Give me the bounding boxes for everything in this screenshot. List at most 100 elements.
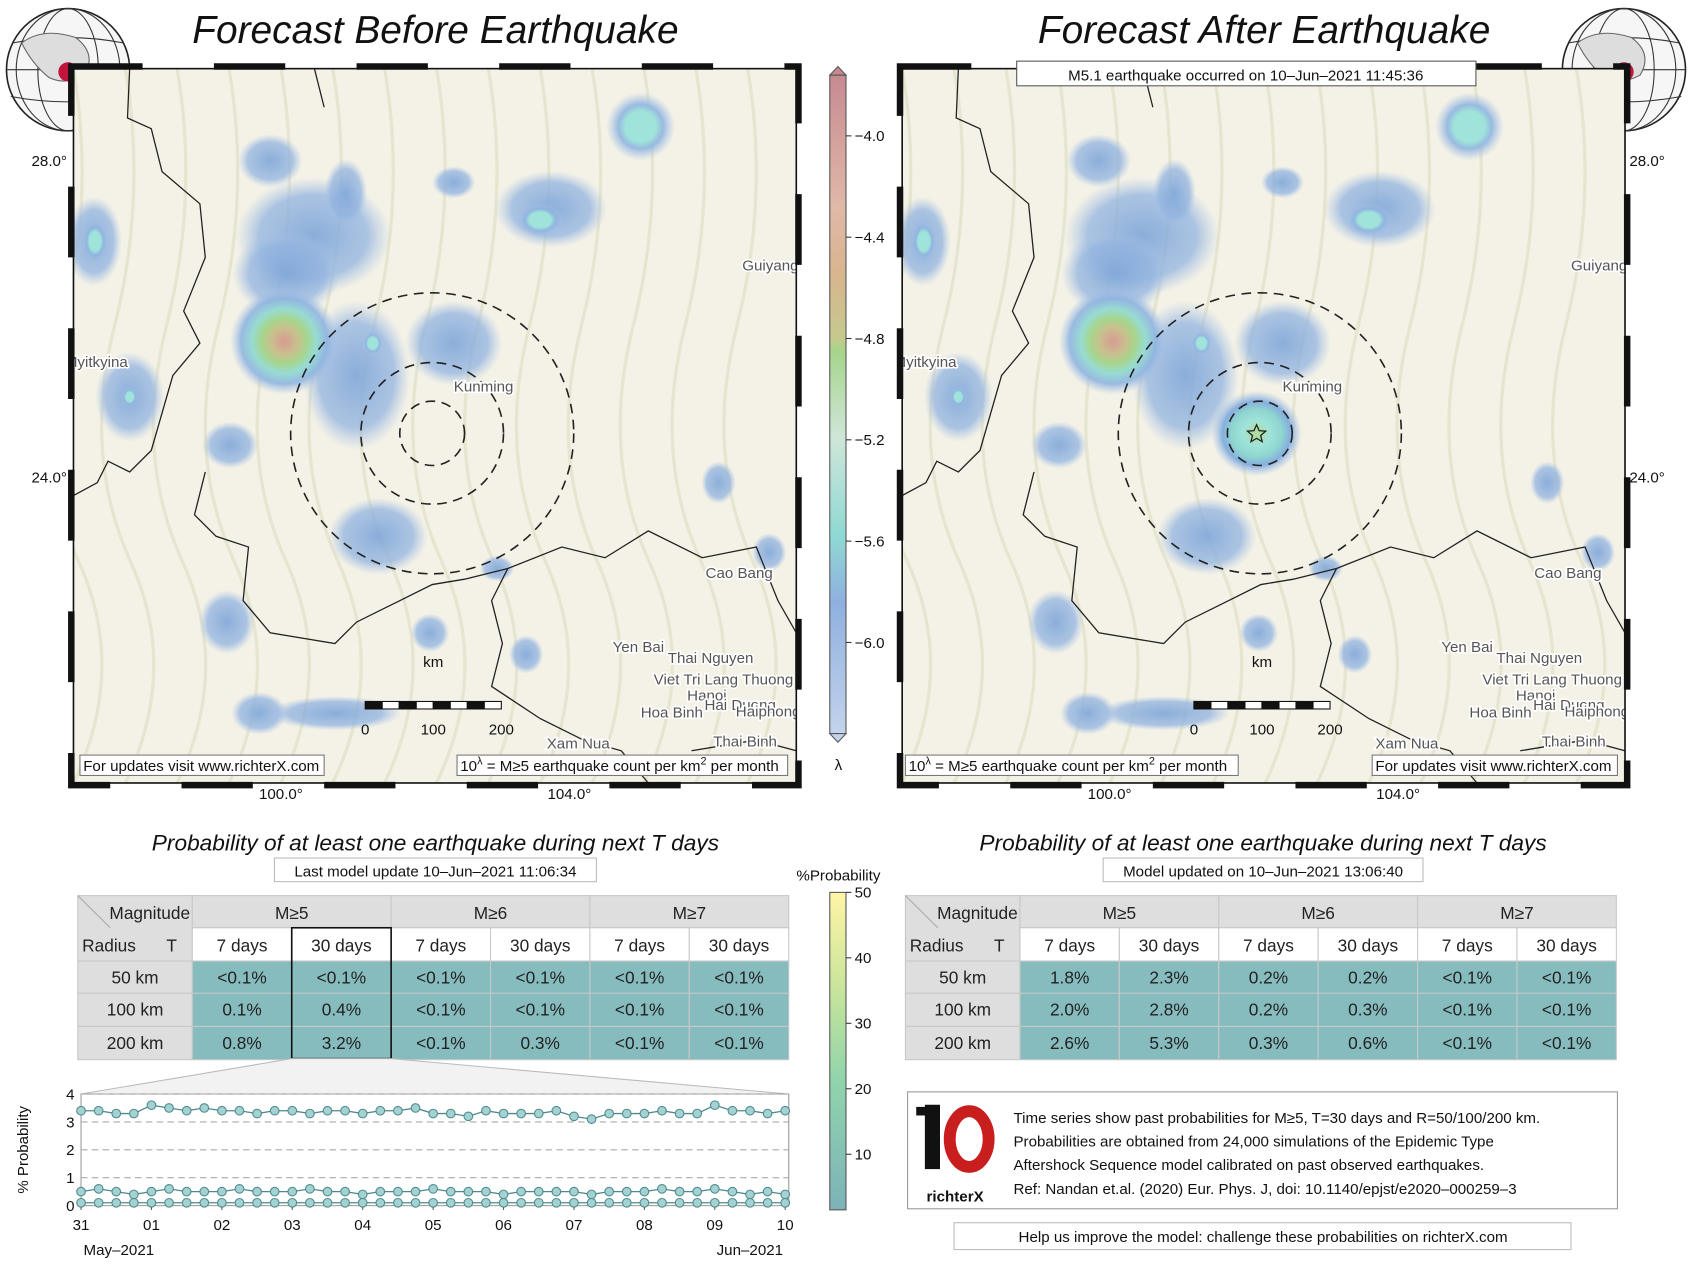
city-label: Yen Bai (613, 639, 665, 656)
rate-blob (1239, 613, 1279, 653)
series-point (357, 1108, 368, 1119)
series-point (93, 1197, 104, 1208)
city-label: Hoa Binh (1469, 705, 1531, 722)
rate-note: 10λ = M≥5 earthquake count per km2 per m… (460, 756, 778, 775)
rate-blob (1434, 92, 1504, 161)
magnitude-header: M≥6 (1301, 903, 1334, 923)
series-point (780, 1189, 791, 1200)
probability-cell: <0.1% (1443, 1000, 1492, 1020)
colorbar-tick-label: 20 (855, 1081, 872, 1098)
probability-cell: 0.2% (1249, 968, 1288, 988)
series-point (533, 1186, 544, 1197)
table-cell (1019, 927, 1120, 962)
table-title: Probability of at least one earthquake d… (152, 831, 719, 856)
series-point (745, 1197, 755, 1208)
probability-cell: 2.3% (1149, 968, 1188, 988)
series-point (393, 1197, 403, 1208)
series-point (76, 1197, 86, 1208)
terrain (618, 68, 674, 783)
city-label: Viet Tri (1482, 671, 1529, 688)
series-point (463, 1186, 474, 1197)
rate-blob (361, 330, 384, 357)
probability-cell: <0.1% (1443, 968, 1492, 988)
series-point (709, 1197, 720, 1208)
city-label: Thai Binh (713, 734, 777, 751)
table-cell (904, 895, 1021, 962)
terrain (722, 68, 778, 783)
series-point (269, 1186, 280, 1197)
series-point (305, 1197, 315, 1208)
series-point (727, 1105, 738, 1116)
y-tick-label: 1 (66, 1170, 74, 1187)
x-tick-label: 10 (777, 1217, 794, 1234)
probability-cell: 0.2% (1249, 1000, 1288, 1020)
colorbar-tick-label: 40 (855, 950, 872, 967)
table-cell (1218, 927, 1319, 962)
probability-cell: <0.1% (615, 968, 664, 988)
series-point (375, 1197, 386, 1208)
table-cell (589, 960, 690, 995)
city-label: Hai Duong (1533, 697, 1604, 714)
radius-label: 50 km (939, 968, 986, 988)
series-point (111, 1186, 122, 1197)
city-label: Thai Binh (1542, 734, 1606, 751)
probability-cell: <0.1% (416, 968, 465, 988)
info-line: Aftershock Sequence model calibrated on … (1013, 1157, 1484, 1174)
lon-label: 104.0° (1376, 786, 1420, 803)
colorbar: −4.0 −4.4 −4.8 −5.2 −5.6 −6.0 λ (828, 65, 885, 774)
table-cell (688, 960, 790, 995)
series-point (252, 1108, 262, 1119)
probability-cell: 0.3% (1348, 1000, 1387, 1020)
series-point (586, 1189, 597, 1200)
probability-cell: <0.1% (416, 1033, 465, 1053)
series-point (164, 1103, 174, 1113)
rate-blob (1152, 158, 1197, 228)
series-point (146, 1100, 157, 1111)
series-point (287, 1186, 298, 1197)
scale-tick: 100 (1249, 722, 1274, 739)
rate-blob (237, 134, 303, 188)
series-point (762, 1197, 773, 1208)
probability-cell: 2.6% (1050, 1033, 1089, 1053)
border (1520, 739, 1626, 752)
rate-hotspot (1211, 390, 1302, 477)
x-tick-label: 01 (143, 1217, 160, 1234)
series-point (692, 1197, 703, 1208)
probability-cell: <0.1% (714, 1000, 763, 1020)
y-tick-label: 0 (66, 1198, 74, 1215)
table-cell (1417, 895, 1617, 929)
table-cell (1516, 960, 1617, 995)
probability-cell: <0.1% (1542, 1000, 1591, 1020)
series-point (463, 1111, 474, 1122)
table-cell (390, 992, 492, 1027)
series-point (516, 1186, 527, 1197)
series-point (128, 1197, 139, 1208)
series-point (217, 1105, 227, 1116)
table-cell (1417, 927, 1518, 962)
x-tick-label: 05 (425, 1217, 442, 1234)
series-point (745, 1189, 755, 1200)
series-point (269, 1197, 280, 1208)
rate-note: 10λ = M≥5 earthquake count per km2 per m… (909, 756, 1227, 775)
period-header: 30 days (709, 935, 770, 955)
series-point (375, 1186, 386, 1197)
series-point (357, 1189, 368, 1200)
table-cell (1317, 927, 1419, 962)
table-cell (489, 992, 591, 1027)
scale-segment (432, 700, 451, 710)
probability-cell: 3.2% (322, 1033, 361, 1053)
city-label: Haiphong (736, 704, 801, 721)
series-point (428, 1184, 438, 1194)
help-text: Help us improve the model: challenge the… (1019, 1229, 1508, 1246)
radius-circle (289, 292, 575, 575)
terrain (670, 68, 726, 783)
table-cell (390, 1025, 492, 1061)
map-frame (72, 67, 798, 784)
rate-blob (701, 461, 736, 505)
rate-blob (1059, 691, 1117, 735)
updates-note: For updates visit www.richterX.com (83, 758, 319, 775)
series-point (322, 1197, 333, 1208)
